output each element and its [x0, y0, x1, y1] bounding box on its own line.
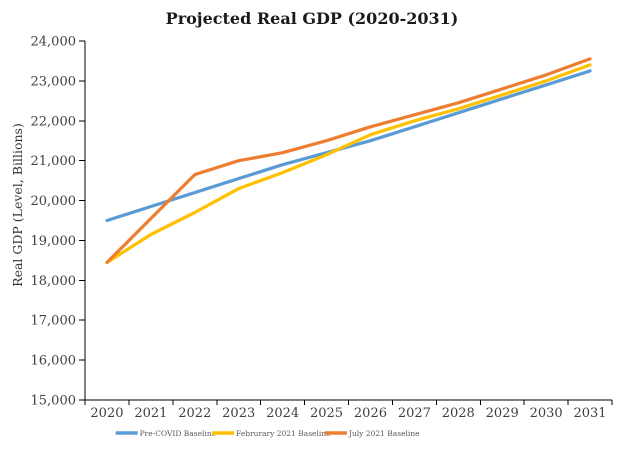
legend: Pre-COVID Baseline Februrary 2021 Baselin… — [115, 429, 420, 438]
x-tick-label: 2030 — [530, 406, 563, 421]
y-axis-title: Real GDP (Level, Billions) — [10, 123, 25, 287]
x-tick-label: 2026 — [354, 406, 387, 421]
chart-title: Projected Real GDP (2020-2031) — [166, 9, 459, 28]
y-tick-label: 18,000 — [31, 274, 77, 289]
x-tick-label: 2025 — [310, 406, 343, 421]
x-tick-label: 2031 — [573, 406, 606, 421]
y-tick-label: 19,000 — [31, 234, 77, 249]
legend-item-july-2021-baseline: July 2021 Baseline — [324, 429, 420, 438]
y-tick-label: 22,000 — [31, 114, 77, 129]
x-axis-ticks: 2020 2021 2022 2023 2024 2025 2026 2027 2028 2029… — [84, 400, 613, 421]
legend-label-februrary-2021-baseline: Februrary 2021 Baseline — [236, 429, 331, 438]
series-lines — [105, 57, 592, 265]
x-tick-label: 2021 — [134, 406, 167, 421]
y-tick-label: 20,000 — [31, 194, 77, 209]
series-line-pre-covid-baseline — [105, 69, 592, 223]
y-tick-label: 17,000 — [31, 314, 77, 329]
legend-item-pre-covid-baseline: Pre-COVID Baseline — [115, 429, 217, 438]
y-tick-label: 24,000 — [31, 35, 77, 50]
axes — [84, 41, 612, 401]
legend-item-februrary-2021-baseline: Februrary 2021 Baseline — [212, 429, 331, 438]
x-tick-label: 2027 — [398, 406, 431, 421]
y-tick-label: 15,000 — [31, 394, 77, 409]
x-tick-label: 2028 — [442, 406, 475, 421]
y-axis-ticks: 15,000 16,000 17,000 18,000 19,000 20,000 21,0… — [31, 35, 85, 409]
legend-label-pre-covid-baseline: Pre-COVID Baseline — [140, 429, 217, 438]
y-tick-label: 23,000 — [31, 74, 77, 89]
series-line-februrary-2021-baseline — [105, 63, 592, 265]
legend-label-july-2021-baseline: July 2021 Baseline — [348, 429, 420, 438]
y-tick-label: 21,000 — [31, 154, 77, 169]
series-line-july-2021-baseline — [105, 57, 592, 265]
x-tick-label: 2020 — [90, 406, 123, 421]
y-tick-label: 16,000 — [31, 354, 77, 369]
x-tick-label: 2023 — [222, 406, 255, 421]
x-tick-label: 2022 — [178, 406, 211, 421]
x-tick-label: 2024 — [266, 406, 299, 421]
x-tick-label: 2029 — [486, 406, 519, 421]
